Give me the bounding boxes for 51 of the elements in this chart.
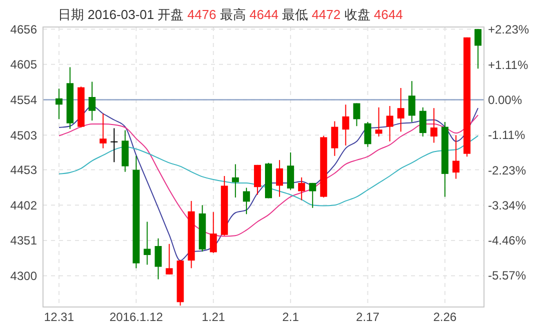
x-tick-label: 2.26 bbox=[433, 310, 457, 324]
candlestick bbox=[375, 106, 382, 138]
candlestick bbox=[430, 108, 438, 144]
candlestick bbox=[419, 106, 426, 138]
candlestick bbox=[331, 120, 338, 156]
candlestick bbox=[452, 134, 460, 180]
candlestick bbox=[309, 182, 316, 208]
candlestick bbox=[144, 221, 151, 266]
line-series bbox=[58, 135, 478, 206]
candlestick bbox=[298, 176, 306, 201]
candlestick bbox=[474, 28, 482, 70]
candlestick bbox=[232, 164, 239, 198]
y-tick-label: 4453 bbox=[10, 162, 38, 177]
y-tick-label: 4503 bbox=[10, 128, 38, 142]
y2-tick-label: -4.46% bbox=[488, 234, 526, 248]
candlestick bbox=[364, 121, 372, 148]
candlestick bbox=[100, 113, 107, 149]
y2-tick-label: -5.57% bbox=[488, 268, 526, 283]
candlestick bbox=[154, 238, 162, 280]
candlestick bbox=[88, 81, 96, 122]
candlestick bbox=[353, 102, 360, 127]
y2-tick-label: 0.00% bbox=[488, 93, 522, 108]
y2-tick-label: +1.11% bbox=[488, 58, 528, 72]
candlestick bbox=[408, 80, 416, 122]
candlestick bbox=[287, 152, 294, 190]
y-tick-label: 4402 bbox=[10, 198, 38, 212]
candlestick bbox=[166, 243, 173, 275]
y2-tick-label: -1.11% bbox=[488, 128, 526, 142]
y-tick-label: 4300 bbox=[10, 269, 38, 284]
candlestick bbox=[210, 212, 217, 254]
x-tick-label: 12.31 bbox=[44, 310, 74, 324]
x-tick-label: 2.1 bbox=[282, 310, 300, 324]
y2-tick-label: +2.23% bbox=[488, 22, 530, 37]
x-tick-label: 2016.1.12 bbox=[109, 310, 164, 324]
y-tick-label: 4605 bbox=[10, 58, 38, 72]
y-tick-label: 4656 bbox=[10, 22, 38, 36]
candlestick bbox=[397, 87, 404, 132]
candlestick bbox=[110, 128, 118, 163]
x-tick-label: 2.17 bbox=[356, 310, 380, 324]
candlestick bbox=[342, 104, 350, 146]
candlestick bbox=[254, 164, 261, 196]
y2-tick-label: -3.34% bbox=[488, 198, 526, 212]
candlestick bbox=[276, 160, 284, 198]
chart-title: 日期 2016-03-01 开盘 4476 最高 4644 最低 4472 收盘 4644 bbox=[58, 7, 403, 22]
candlestick bbox=[386, 106, 394, 142]
y2-tick-label: -2.23% bbox=[488, 163, 526, 178]
y-tick-label: 4554 bbox=[10, 92, 38, 107]
y-tick-label: 4351 bbox=[10, 234, 38, 248]
candlestick bbox=[242, 187, 250, 215]
candlestick bbox=[56, 88, 62, 120]
x-tick-label: 1.21 bbox=[202, 310, 226, 324]
